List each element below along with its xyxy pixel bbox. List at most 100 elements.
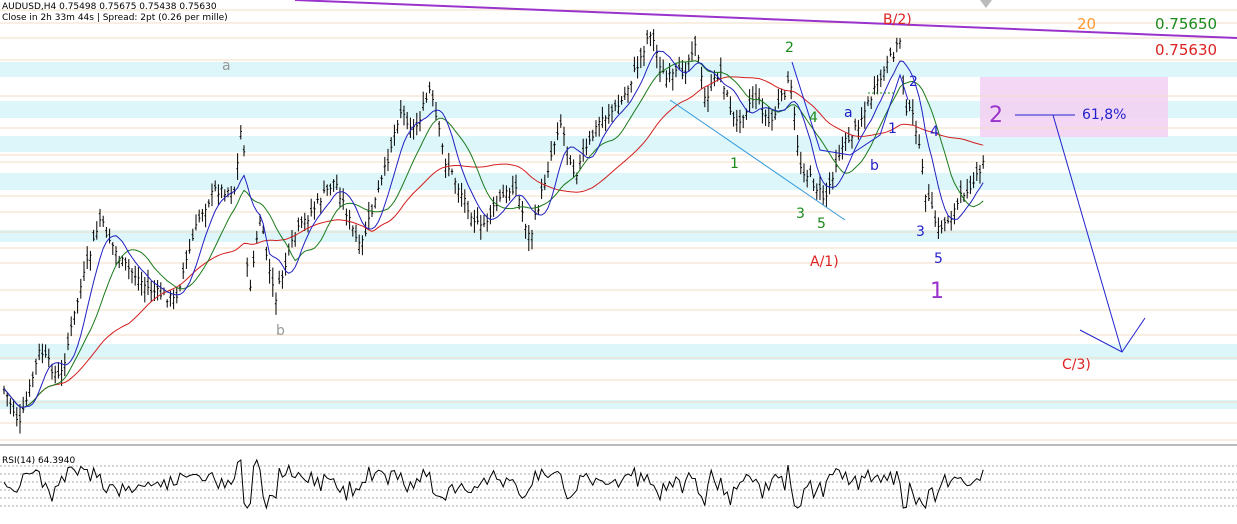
candle: [610, 104, 614, 122]
candle: [604, 115, 607, 132]
candle: [9, 398, 12, 415]
wave-label-3-green: 3: [796, 206, 805, 222]
candle: [620, 96, 623, 105]
candle: [364, 221, 367, 237]
candle: [281, 270, 284, 289]
candle: [146, 269, 150, 295]
candle: [914, 120, 918, 145]
candle: [70, 316, 73, 337]
candle: [86, 246, 89, 270]
candle: [18, 404, 22, 434]
candle: [127, 259, 130, 280]
wave-overlays: [294, 0, 1237, 353]
candle: [889, 47, 892, 57]
candle: [76, 297, 79, 314]
candle: [44, 344, 47, 358]
wave-label-b-blue: b: [870, 158, 879, 174]
candle: [527, 224, 530, 252]
candle: [703, 87, 706, 108]
candle: [271, 267, 274, 297]
candle: [22, 396, 25, 414]
candle: [428, 81, 431, 94]
candle: [140, 271, 143, 296]
candle: [726, 89, 729, 97]
candle: [50, 363, 54, 380]
candle: [255, 231, 258, 244]
candle: [895, 37, 898, 53]
candle: [105, 226, 108, 238]
ma-green-line: [3, 60, 984, 408]
candle: [297, 217, 300, 232]
candle: [930, 191, 934, 209]
candle: [274, 292, 278, 315]
candle: [166, 299, 169, 308]
candle: [841, 136, 844, 160]
candle: [47, 348, 50, 368]
candle: [524, 223, 527, 239]
candle: [908, 99, 911, 112]
candle: [546, 161, 550, 178]
candle: [905, 99, 908, 116]
candle: [335, 174, 338, 190]
candle: [66, 332, 70, 351]
candle: [351, 225, 354, 237]
candle: [815, 183, 818, 200]
candle: [927, 184, 930, 202]
candle: [390, 137, 393, 153]
price-zone-3: [0, 173, 1237, 190]
candle: [748, 89, 751, 113]
candle: [540, 178, 543, 200]
candle: [818, 174, 822, 201]
wave-label-3-blue: 3: [916, 224, 925, 240]
candle: [114, 246, 118, 267]
candle: [873, 76, 876, 95]
candle: [847, 126, 850, 143]
candle: [447, 152, 450, 177]
price-zones: [0, 62, 1237, 409]
candle: [185, 250, 188, 269]
candle: [150, 280, 153, 302]
candle: [854, 118, 857, 131]
candle: [636, 56, 639, 79]
candle: [454, 177, 457, 194]
candle: [770, 109, 774, 131]
wave-label-2-purple: 2: [989, 103, 1003, 128]
candle: [822, 185, 825, 205]
candle: [764, 109, 767, 127]
candle: [850, 134, 854, 149]
candle: [402, 105, 406, 126]
candle: [828, 172, 831, 195]
wave-label-1-purple: 1: [930, 279, 944, 304]
candle: [326, 184, 329, 196]
candle: [236, 153, 239, 180]
candle: [217, 184, 220, 205]
candle: [505, 185, 508, 204]
candle: [559, 114, 562, 128]
candle: [943, 217, 946, 232]
candle: [383, 156, 386, 176]
projection-line: [1052, 114, 1123, 353]
candle: [793, 106, 796, 131]
moving-averages: [3, 50, 984, 408]
candle: [380, 175, 383, 186]
candle: [598, 116, 601, 137]
candle: [220, 184, 223, 199]
candle: [767, 106, 770, 127]
candle: [594, 120, 598, 137]
candle: [182, 262, 185, 280]
candle: [572, 159, 575, 178]
candle: [553, 141, 556, 155]
price-label-upper: 0.75650: [1155, 15, 1217, 33]
candle: [188, 238, 191, 254]
candle: [361, 235, 364, 256]
candle: [690, 41, 694, 62]
candle: [137, 267, 140, 291]
candle: [799, 151, 802, 175]
candle: [924, 194, 927, 212]
candle: [422, 91, 425, 111]
candle: [319, 197, 322, 214]
candle: [204, 203, 207, 228]
candle: [124, 257, 127, 271]
